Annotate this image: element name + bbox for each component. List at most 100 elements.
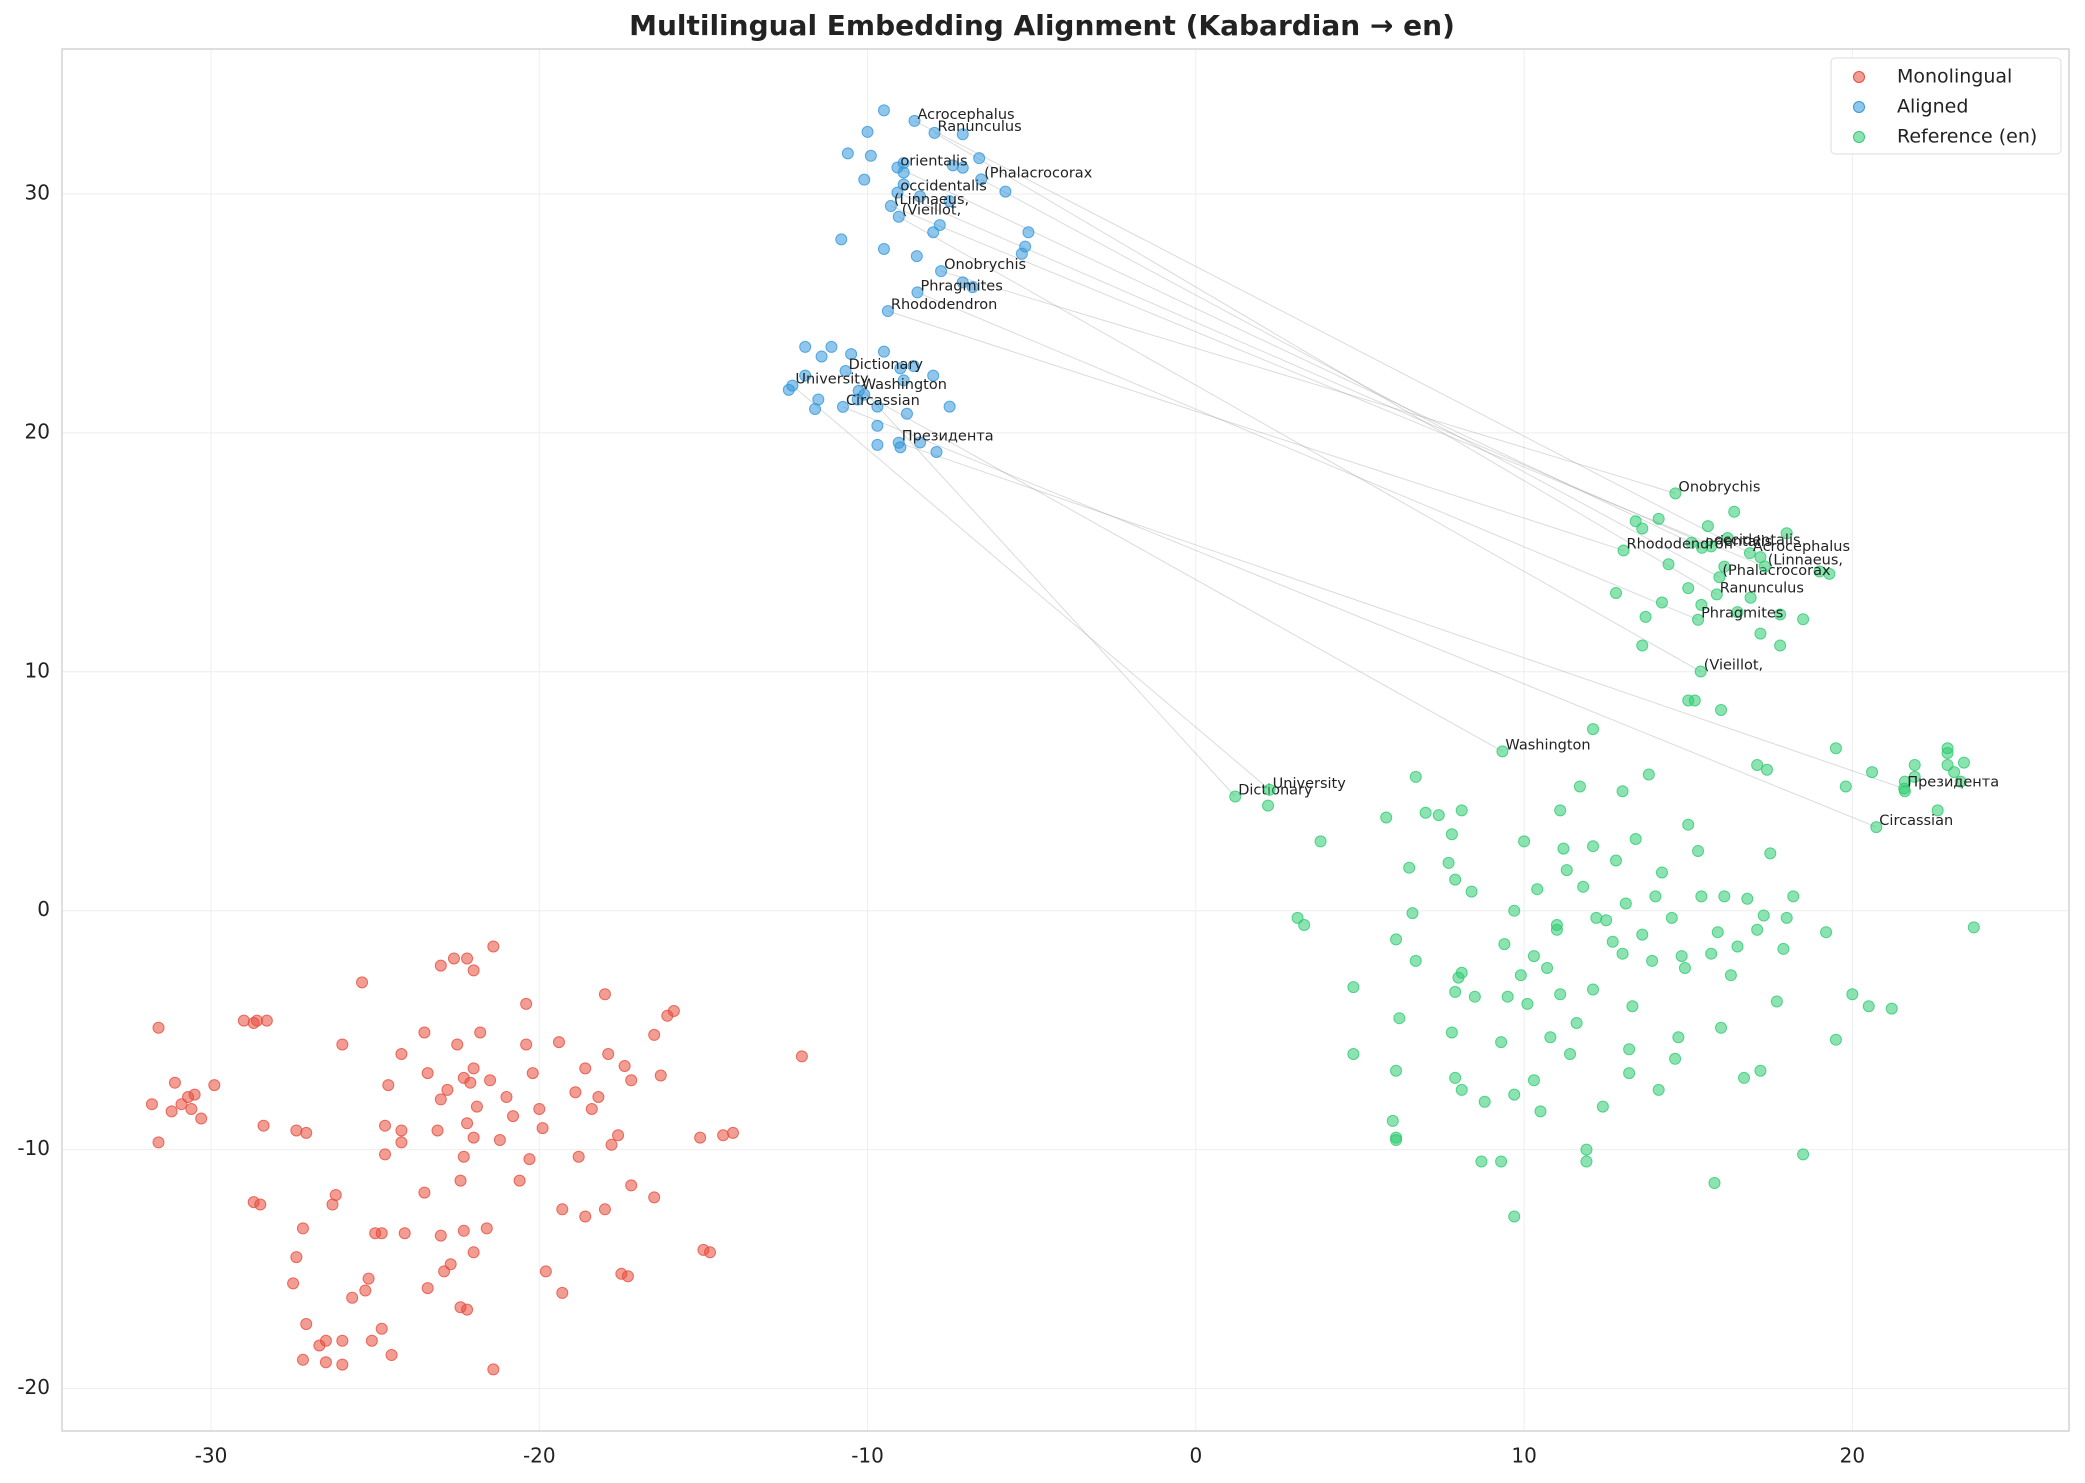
point — [484, 1074, 497, 1087]
point — [648, 1191, 661, 1204]
point — [1774, 608, 1787, 621]
point — [911, 286, 924, 299]
point — [975, 173, 988, 186]
point — [605, 1138, 618, 1151]
point — [467, 1246, 480, 1259]
point — [480, 1222, 493, 1235]
point — [667, 1005, 680, 1018]
point — [470, 1100, 483, 1113]
point — [319, 1356, 332, 1369]
legend-marker — [1853, 131, 1865, 143]
point — [871, 438, 884, 451]
point — [474, 1026, 487, 1039]
point — [1380, 811, 1393, 824]
point — [1669, 487, 1682, 500]
point — [398, 1227, 411, 1240]
point — [1695, 598, 1708, 611]
point — [1570, 1016, 1583, 1029]
point — [1741, 892, 1754, 905]
point — [447, 952, 460, 965]
point — [1743, 547, 1756, 560]
point — [809, 403, 822, 416]
point-label: Onobrychis — [1678, 479, 1760, 495]
point — [237, 1014, 250, 1027]
point — [612, 1129, 625, 1142]
point — [431, 1124, 444, 1137]
alignment-line — [940, 270, 1676, 494]
point — [999, 185, 1012, 198]
y-tick-label: 10 — [25, 658, 50, 682]
point — [464, 1076, 477, 1089]
point — [434, 1093, 447, 1106]
point — [526, 1067, 539, 1080]
point — [1754, 1064, 1767, 1077]
point — [1931, 804, 1944, 817]
point — [1675, 950, 1688, 963]
point — [185, 1102, 198, 1115]
point — [434, 959, 447, 972]
point — [461, 1117, 474, 1130]
point — [1724, 969, 1737, 982]
point — [858, 173, 871, 186]
point — [1496, 745, 1509, 758]
point — [897, 374, 910, 387]
point — [1692, 613, 1705, 626]
point — [1314, 835, 1327, 848]
point — [421, 1067, 434, 1080]
point — [1609, 586, 1622, 599]
point — [152, 1021, 165, 1034]
point — [1534, 1105, 1547, 1118]
point — [500, 1091, 513, 1104]
point — [1564, 1048, 1577, 1061]
point-label: University — [795, 372, 869, 388]
point — [1508, 1210, 1521, 1223]
point — [1554, 804, 1567, 817]
point — [1652, 1083, 1665, 1096]
point — [290, 1124, 303, 1137]
point — [1710, 588, 1723, 601]
point — [900, 407, 913, 420]
point — [1652, 512, 1665, 525]
alignment-line — [898, 442, 1905, 790]
point — [1495, 1036, 1508, 1049]
point-label: orientalis — [1705, 534, 1772, 550]
point — [1501, 990, 1514, 1003]
point — [694, 1131, 707, 1144]
point — [871, 400, 884, 413]
point — [1544, 1031, 1557, 1044]
point — [1445, 1026, 1458, 1039]
point — [454, 1174, 467, 1187]
point — [877, 242, 890, 255]
point — [717, 1129, 730, 1142]
point — [1731, 606, 1744, 619]
point — [956, 161, 969, 174]
point-label: Acrocephalus — [1753, 539, 1850, 555]
point — [1774, 639, 1787, 652]
point — [1751, 923, 1764, 936]
point — [1685, 536, 1698, 549]
point — [1347, 981, 1360, 994]
point — [598, 988, 611, 1001]
y-tick-label: 30 — [25, 181, 50, 205]
point — [1751, 758, 1764, 771]
point — [835, 233, 848, 246]
point — [1754, 627, 1767, 640]
point — [648, 1028, 661, 1041]
point — [910, 250, 923, 263]
point — [877, 104, 890, 117]
point — [1757, 909, 1770, 922]
point — [654, 1069, 667, 1082]
point — [1721, 532, 1734, 545]
point — [625, 1179, 638, 1192]
point — [907, 360, 920, 373]
point — [1521, 997, 1534, 1010]
point — [894, 362, 907, 375]
point — [1560, 864, 1573, 877]
point — [1577, 880, 1590, 893]
point — [852, 384, 865, 397]
point — [1787, 890, 1800, 903]
point — [930, 446, 943, 459]
legend-label: Reference (en) — [1897, 126, 2037, 148]
x-tick-label: -10 — [851, 1444, 884, 1468]
point — [1738, 1071, 1751, 1084]
